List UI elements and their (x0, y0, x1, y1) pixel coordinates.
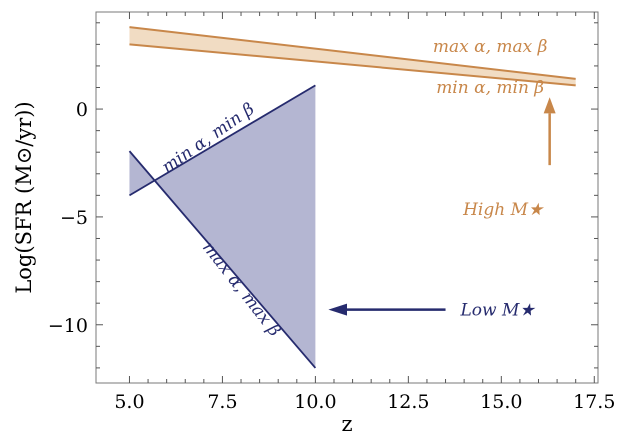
label-low-mstar: Low M★ (460, 301, 537, 321)
high-band (129, 27, 576, 86)
shaded-regions (129, 27, 576, 368)
tick-labels: 5.0 7.5 10.0 12.5 15.0 17.5 0 −5 −10 (48, 99, 616, 413)
x-axis-label: z (341, 412, 352, 436)
arrow-up-head (543, 97, 556, 114)
series-line-low-2 (129, 84, 316, 197)
axis-ticks (96, 12, 598, 383)
y-tick-label: 0 (76, 99, 88, 121)
plot-frame (95, 11, 599, 384)
label-high-max: max α, max β (433, 37, 548, 57)
x-tick-label: 15.0 (480, 391, 522, 413)
series-line-low-3 (128, 150, 317, 369)
y-tick-label: −5 (60, 207, 88, 229)
label-high-min: min α, min β (436, 78, 544, 98)
label-high-mstar: High M★ (462, 200, 545, 220)
series-line-high-1 (129, 43, 576, 87)
x-tick-label: 12.5 (387, 391, 429, 413)
y-tick-label: −10 (48, 315, 88, 337)
y-axis-label: Log(SFR (M⊙/yr)) (12, 101, 36, 293)
series-lines (128, 26, 576, 369)
x-tick-label: 7.5 (207, 391, 237, 413)
x-tick-label: 17.5 (573, 391, 615, 413)
x-tick-label: 5.0 (114, 391, 144, 413)
x-tick-label: 10.0 (294, 391, 336, 413)
low-band (129, 85, 316, 368)
series-line-high-0 (129, 26, 576, 80)
arrow-left-head (328, 303, 347, 316)
